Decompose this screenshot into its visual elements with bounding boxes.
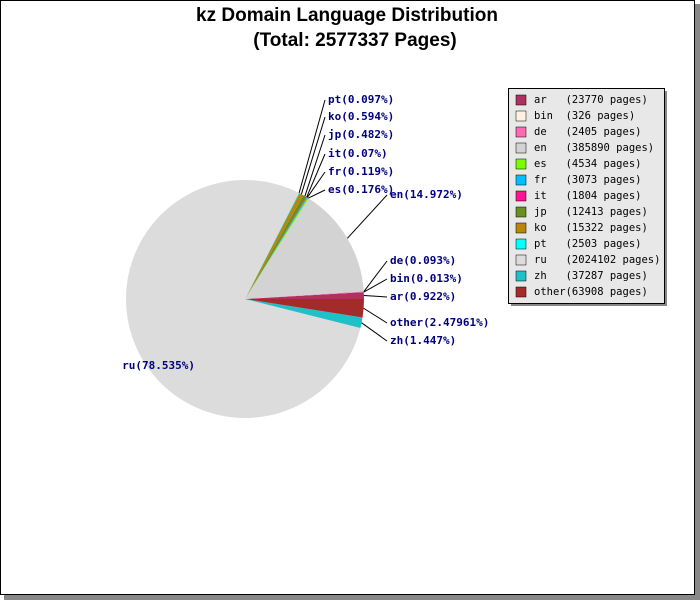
legend-label: ru (2024102 pages) xyxy=(534,254,660,266)
legend-label: other(63908 pages) xyxy=(534,286,648,298)
pie-slice xyxy=(245,292,364,299)
slice-label: ru(78.535%) xyxy=(122,359,195,372)
pie-slice xyxy=(245,292,364,299)
legend-swatch xyxy=(515,270,527,282)
legend-swatch xyxy=(515,286,527,298)
slice-label: fr(0.119%) xyxy=(328,165,394,178)
pie-slice xyxy=(245,192,300,299)
legend-label: es (4534 pages) xyxy=(534,158,641,170)
legend-swatch xyxy=(515,110,527,122)
pie-slice xyxy=(245,291,364,299)
chart-subtitle: (Total: 2577337 Pages) xyxy=(253,30,456,51)
pie-slice xyxy=(245,299,364,318)
leader-line xyxy=(307,189,326,199)
pie-slice xyxy=(245,198,364,299)
pie-slice xyxy=(245,197,308,299)
legend xyxy=(508,88,665,304)
slice-label: es(0.176%) xyxy=(328,183,394,196)
leader-line xyxy=(347,194,388,239)
legend-swatch xyxy=(515,238,527,250)
legend-label: pt (2503 pages) xyxy=(534,238,641,250)
legend-label: zh (37287 pages) xyxy=(534,270,648,282)
pie-slice xyxy=(245,197,309,299)
slice-label: en(14.972%) xyxy=(390,188,463,201)
legend-label: ko (15322 pages) xyxy=(534,222,648,234)
legend-label: fr (3073 pages) xyxy=(534,174,641,186)
leader-line xyxy=(306,171,326,198)
pie-slice xyxy=(245,193,304,299)
legend-swatch xyxy=(515,222,527,234)
leader-line xyxy=(361,322,388,342)
legend-label: bin (326 pages) xyxy=(534,110,635,122)
leader-line xyxy=(363,278,388,293)
slice-label: it(0.07%) xyxy=(328,147,388,160)
slice-label: jp(0.482%) xyxy=(328,128,394,141)
legend-swatch xyxy=(515,142,527,154)
legend-label: de (2405 pages) xyxy=(534,126,641,138)
pie-slice xyxy=(126,180,361,419)
legend-swatch xyxy=(515,206,527,218)
legend-label: it (1804 pages) xyxy=(534,190,641,202)
pie-slice xyxy=(245,197,307,299)
legend-swatch xyxy=(515,94,527,106)
leader-line xyxy=(306,153,326,198)
leader-line xyxy=(304,134,326,197)
legend-label: en (385890 pages) xyxy=(534,142,654,154)
slice-label: pt(0.097%) xyxy=(328,93,394,106)
slice-label: bin(0.013%) xyxy=(390,272,463,285)
legend-swatch xyxy=(515,174,527,186)
leader-line xyxy=(363,260,388,292)
legend-swatch xyxy=(515,158,527,170)
leader-line xyxy=(300,116,326,195)
slice-label: zh(1.447%) xyxy=(390,334,456,347)
legend-label: ar (23770 pages) xyxy=(534,94,648,106)
chart-title: kz Domain Language Distribution xyxy=(196,5,498,26)
pie-slice xyxy=(245,299,363,329)
leader-line xyxy=(363,295,388,298)
slice-label: de(0.093%) xyxy=(390,254,456,267)
legend-swatch xyxy=(515,126,527,138)
slice-label: other(2.47961%) xyxy=(390,316,489,329)
legend-swatch xyxy=(515,190,527,202)
legend-swatch xyxy=(515,254,527,266)
leader-line xyxy=(298,99,326,194)
legend-label: jp (12413 pages) xyxy=(534,206,648,218)
slice-label: ko(0.594%) xyxy=(328,110,394,123)
slice-label: ar(0.922%) xyxy=(390,290,456,303)
leader-line xyxy=(363,307,388,324)
pie-slice xyxy=(245,195,307,299)
